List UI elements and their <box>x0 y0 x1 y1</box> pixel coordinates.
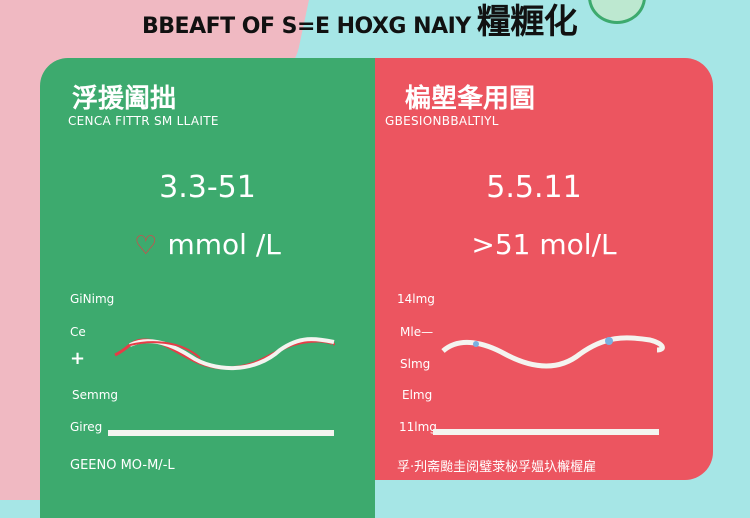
card-footer: 孚·刋斋颱圭阅璧莍柲孚媪圦檞楃雇 <box>397 460 597 475</box>
unit-label: >51 mol/L <box>471 228 617 261</box>
normal-range-card: 浮援阖拙 CENCA FITTR SM LLAITE 3.3-51 ♡ mmol … <box>40 58 375 518</box>
card-heading: 浮援阖拙 <box>72 84 177 114</box>
page-title: BBEAFT OF S=E HOXG NAIY 糧糎化 <box>142 0 578 43</box>
card-subheading: CENCA FITTR SM LLAITE <box>68 114 219 128</box>
unit-row: ♡ mmol /L <box>40 228 375 261</box>
range-value: 3.3-51 <box>159 170 256 205</box>
axis-label: GiNimg <box>70 292 115 306</box>
title-cjk: 糧糎化 <box>476 2 578 42</box>
axis-label: 11lmg <box>399 420 437 434</box>
data-point <box>473 341 479 347</box>
baseline-bar <box>433 429 659 435</box>
axis-label: Mle— <box>400 325 434 339</box>
unit-label: mmol /L <box>167 228 281 261</box>
axis-label: Slmg <box>400 357 431 371</box>
axis-label: 14lmg <box>397 292 435 306</box>
axis-label: Semmg <box>72 388 118 402</box>
axis-label: Gireg <box>70 420 103 434</box>
heart-icon: ♡ <box>134 231 158 261</box>
glucose-wave <box>441 335 665 369</box>
title-latin: BBEAFT OF S=E HOXG NAIY <box>142 14 471 39</box>
card-footer: GEENO MO-M/-L <box>70 458 175 473</box>
data-point <box>605 337 613 345</box>
axis-label: Elmg <box>402 388 433 402</box>
glucose-wave <box>114 337 335 371</box>
globe-icon <box>588 0 646 24</box>
card-heading: 楄塱夆用圄 <box>405 84 536 114</box>
card-subheading: GBESIONBBALTIYL <box>385 114 499 128</box>
axis-label: + <box>70 348 86 369</box>
baseline-bar <box>108 430 334 436</box>
axis-label: Ce <box>70 325 86 339</box>
range-value: 5.5.11 <box>486 170 582 205</box>
high-range-card: 楄塱夆用圄 GBESIONBBALTIYL 5.5.11 >51 mol/L 1… <box>375 58 713 480</box>
